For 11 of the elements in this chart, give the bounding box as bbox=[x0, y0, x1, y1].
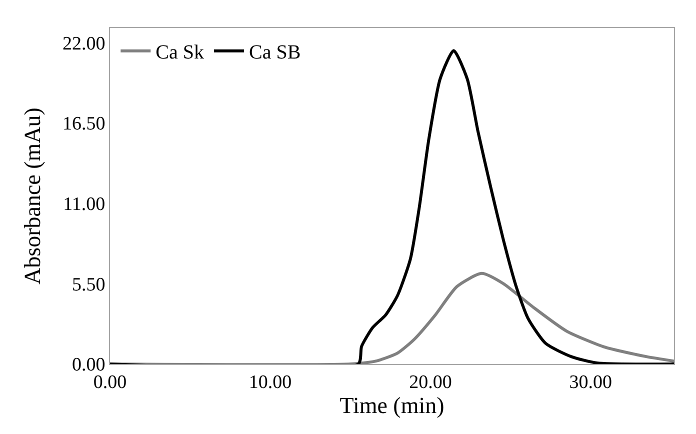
y-tick-label: 11.00 bbox=[63, 194, 106, 215]
y-axis-title: Absorbance (mAu) bbox=[20, 108, 45, 284]
legend-label: Ca Sk bbox=[156, 42, 204, 64]
y-tick-label: 5.50 bbox=[72, 274, 106, 296]
x-tick-label: 10.00 bbox=[248, 372, 292, 393]
x-axis-title: Time (min) bbox=[340, 392, 444, 418]
x-tick-label: 20.00 bbox=[409, 372, 452, 393]
y-tick-label: 22.00 bbox=[62, 33, 106, 54]
legend-label: Ca SB bbox=[248, 42, 301, 64]
x-tick-label: 30.00 bbox=[569, 372, 612, 393]
y-tick-label: 16.50 bbox=[62, 114, 106, 135]
